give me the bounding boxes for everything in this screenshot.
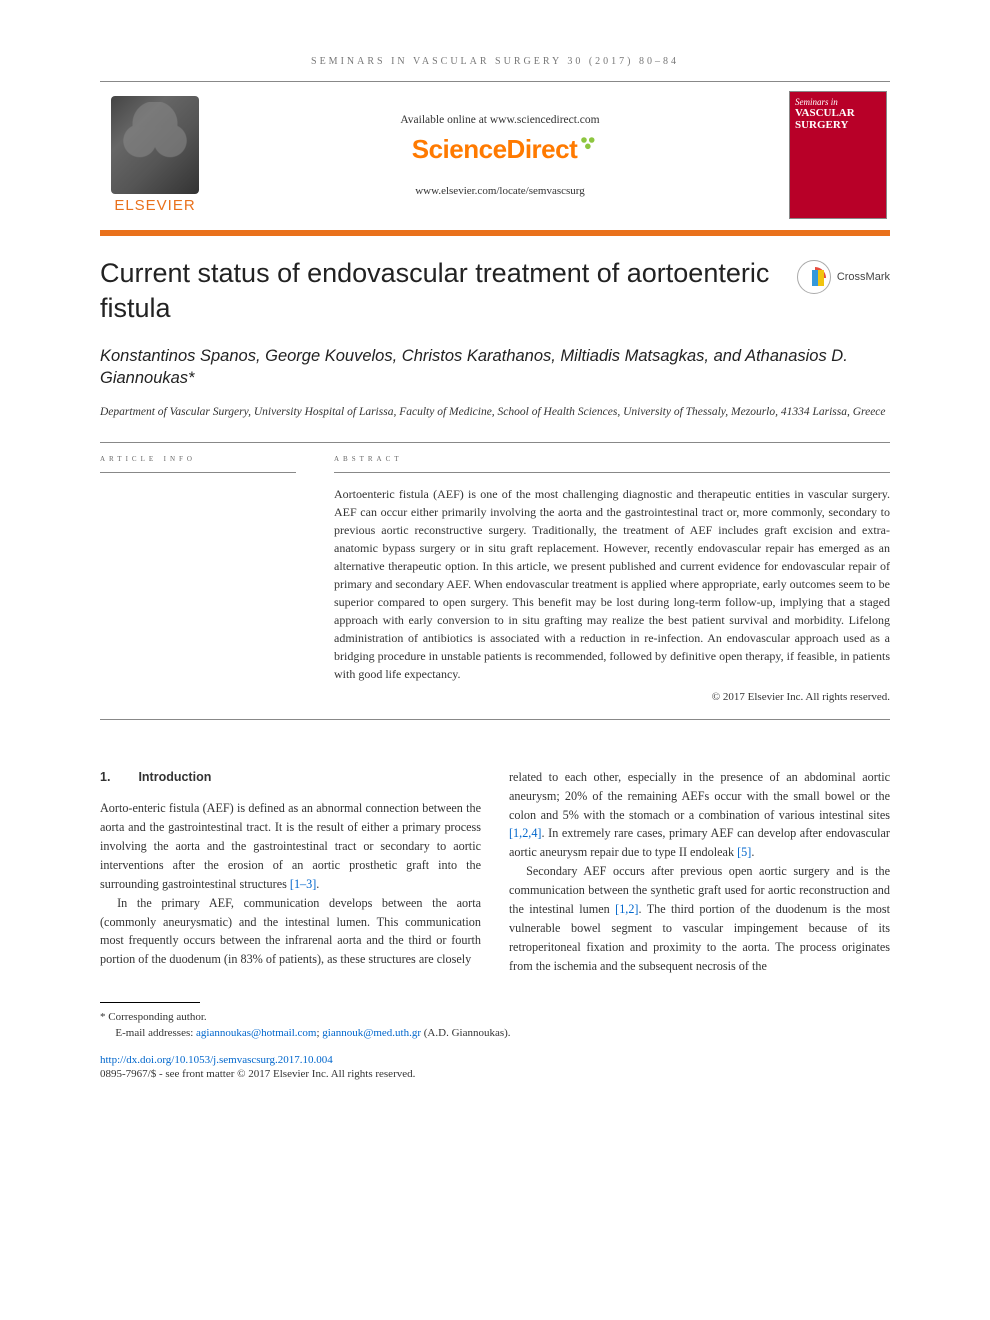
sd-dots-icon <box>581 137 587 143</box>
p3-tail: . <box>751 845 754 859</box>
rule-below-abstract <box>100 719 890 720</box>
cover-title-2: VASCULAR <box>795 107 855 119</box>
abstract-col: abstract Aortoenteric fistula (AEF) is o… <box>334 453 890 703</box>
abstract-heading: abstract <box>334 453 890 473</box>
footnotes: * Corresponding author. E-mail addresses… <box>100 1009 890 1042</box>
section-title: Introduction <box>138 770 211 784</box>
body-paragraph: related to each other, especially in the… <box>509 768 890 863</box>
available-online-line: Available online at www.sciencedirect.co… <box>210 114 790 126</box>
body-paragraph: Secondary AEF occurs after previous open… <box>509 862 890 975</box>
title-row: Current status of endovascular treatment… <box>100 256 890 325</box>
cover-title-1: Seminars in <box>795 97 838 107</box>
article-title: Current status of endovascular treatment… <box>100 256 777 325</box>
header-center: Available online at www.sciencedirect.co… <box>210 114 790 197</box>
article-info-heading: article info <box>100 453 296 473</box>
body-paragraph: In the primary AEF, communication develo… <box>100 894 481 970</box>
email-tail: (A.D. Giannoukas). <box>421 1027 511 1039</box>
ref-link[interactable]: [1,2] <box>615 902 638 916</box>
journal-cover-block: Seminars in VASCULAR SURGERY <box>790 92 890 218</box>
doi-link[interactable]: http://dx.doi.org/10.1053/j.semvascsurg.… <box>100 1054 333 1066</box>
elsevier-logo-block: ELSEVIER <box>100 96 210 214</box>
elsevier-tree-icon <box>111 96 199 194</box>
crossmark-widget[interactable]: CrossMark <box>797 260 890 294</box>
p1-tail: . <box>316 877 319 891</box>
abstract-copyright: © 2017 Elsevier Inc. All rights reserved… <box>334 691 890 703</box>
p3-mid: . In extremely rare cases, primary AEF c… <box>509 826 890 859</box>
body-paragraph: Aorto-enteric fistula (AEF) is defined a… <box>100 799 481 894</box>
corresponding-author: * Corresponding author. <box>100 1009 890 1026</box>
section-heading: 1. Introduction <box>100 768 481 787</box>
crossmark-icon <box>797 260 831 294</box>
crossmark-label: CrossMark <box>837 271 890 283</box>
authors-line: Konstantinos Spanos, George Kouvelos, Ch… <box>100 345 890 390</box>
doi-line: http://dx.doi.org/10.1053/j.semvascsurg.… <box>100 1054 890 1066</box>
p3-lead: related to each other, especially in the… <box>509 770 890 822</box>
issn-line: 0895-7967/$ - see front matter © 2017 El… <box>100 1068 890 1080</box>
rule-above-abstract <box>100 442 890 443</box>
affiliation: Department of Vascular Surgery, Universi… <box>100 404 890 420</box>
cover-title: Seminars in VASCULAR SURGERY <box>795 97 881 131</box>
info-abstract-row: article info abstract Aortoenteric fistu… <box>100 453 890 703</box>
body-columns: 1. Introduction Aorto-enteric fistula (AE… <box>100 768 890 976</box>
journal-site-url[interactable]: www.elsevier.com/locate/semvascsurg <box>210 185 790 197</box>
sciencedirect-text: ScienceDirect <box>412 134 577 164</box>
header-band: ELSEVIER Available online at www.science… <box>100 82 890 224</box>
cover-title-3: SURGERY <box>795 119 848 131</box>
orange-bar <box>100 230 890 236</box>
ref-link[interactable]: [1,2,4] <box>509 826 542 840</box>
ref-link[interactable]: [1–3] <box>290 877 316 891</box>
running-head: SEMINARS IN VASCULAR SURGERY 30 (2017) 8… <box>100 56 890 67</box>
footnote-rule <box>100 1002 200 1003</box>
ref-link[interactable]: [5] <box>737 845 751 859</box>
email-label: E-mail addresses: <box>115 1027 196 1039</box>
email-link[interactable]: giannouk@med.uth.gr <box>322 1027 421 1039</box>
email-link[interactable]: agiannoukas@hotmail.com <box>196 1027 316 1039</box>
article-info-col: article info <box>100 453 296 703</box>
sciencedirect-logo[interactable]: ScienceDirect <box>210 134 790 165</box>
section-number: 1. <box>100 770 110 784</box>
elsevier-wordmark: ELSEVIER <box>100 197 210 214</box>
email-line: E-mail addresses: agiannoukas@hotmail.co… <box>100 1025 890 1042</box>
journal-cover[interactable]: Seminars in VASCULAR SURGERY <box>790 92 886 218</box>
abstract-text: Aortoenteric fistula (AEF) is one of the… <box>334 485 890 683</box>
